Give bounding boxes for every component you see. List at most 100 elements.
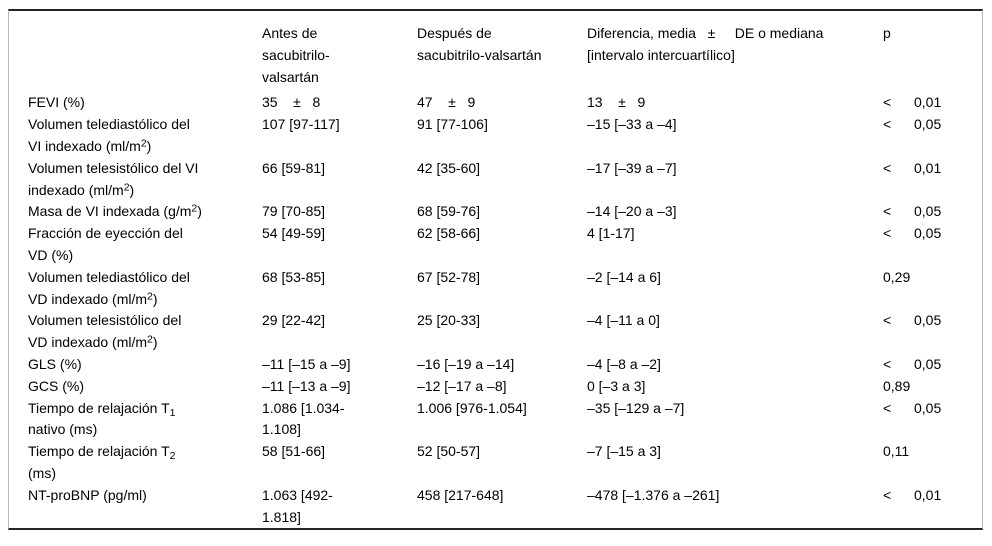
p-value-cell: <0,05 [883, 201, 982, 223]
col-header-before: Antes de sacubitrilo- valsartán [262, 25, 330, 85]
p-value: 0,01 [914, 159, 942, 176]
p-value-cell: <0,05 [883, 310, 982, 354]
p-value: 0,01 [914, 486, 942, 503]
table-row: Masa de VI indexada (g/m2) 79 [70-85] 68… [9, 201, 982, 223]
table-row: Volumen telediastólico del VD indexado (… [9, 267, 982, 311]
before-value: 1.086 [1.034- 1.108] [262, 399, 345, 438]
row-label: Volumen telediastólico del VI indexado (… [28, 116, 190, 154]
difference-value: –2 [–14 a 6] [587, 268, 661, 285]
p-value-cell: <0,01 [883, 158, 982, 202]
p-value-cell: <0,05 [883, 398, 982, 442]
table-row: Tiempo de relajación T1 nativo (ms) 1.08… [9, 398, 982, 442]
after-value: –16 [–19 a –14] [417, 355, 515, 372]
difference-value: –15 [–33 a –4] [587, 116, 677, 133]
after-value: 62 [58-66] [417, 225, 481, 242]
p-value: 0,01 [914, 94, 942, 111]
difference-value: –14 [–20 a –3] [587, 203, 677, 220]
row-label: Masa de VI indexada (g/m2) [28, 202, 202, 220]
p-value: 0,05 [914, 116, 942, 133]
p-value-cell: <0,05 [883, 223, 982, 267]
p-less-than-sign: < [883, 116, 892, 133]
row-label: GCS (%) [28, 377, 84, 394]
p-value-cell: 0,89 [883, 376, 982, 398]
difference-value: –17 [–39 a –7] [587, 159, 677, 176]
difference-value: –4 [–8 a –2] [587, 355, 661, 372]
p-value-cell: 0,29 [883, 267, 982, 311]
p-less-than-sign: < [883, 159, 892, 176]
p-value-cell: <0,01 [883, 485, 982, 529]
before-value: 58 [51-66] [262, 443, 326, 460]
after-value: 47 ± 9 [417, 94, 476, 111]
row-label: Volumen telediastólico del VD indexado (… [28, 268, 190, 307]
before-value: 107 [97-117] [262, 116, 340, 133]
p-value-cell: <0,01 [883, 92, 982, 114]
p-less-than-sign: < [883, 355, 892, 372]
col-header-p: p [883, 25, 891, 41]
after-value: 67 [52-78] [417, 268, 481, 285]
after-value: 42 [35-60] [417, 159, 481, 176]
after-value: 52 [50-57] [417, 443, 481, 460]
p-value: 0,05 [914, 225, 942, 242]
difference-value: –7 [–15 a 3] [587, 443, 661, 460]
header-row: Antes de sacubitrilo- valsartán Después … [9, 11, 982, 92]
col-header-difference: Diferencia, media ± DE o mediana [interv… [587, 25, 824, 63]
p-value: 0,05 [914, 355, 942, 372]
p-less-than-sign: < [883, 225, 892, 242]
before-value: 35 ± 8 [262, 94, 321, 111]
p-less-than-sign: < [883, 203, 892, 220]
row-label: Volumen telesistólico del VI indexado (m… [28, 159, 199, 198]
row-label: NT-proBNP (pg/ml) [28, 486, 147, 503]
row-label: Tiempo de relajación T2 (ms) [28, 443, 176, 481]
difference-value: –4 [–11 a 0] [587, 312, 660, 329]
table-row: GLS (%) –11 [–15 a –9] –16 [–19 a –14] –… [9, 354, 982, 376]
before-value: 29 [22-42] [262, 312, 326, 329]
p-less-than-sign: < [883, 486, 892, 503]
row-label: GLS (%) [28, 355, 82, 372]
row-label: Fracción de eyección del VD (%) [28, 225, 183, 263]
table-row: Fracción de eyección del VD (%) 54 [49-5… [9, 223, 982, 267]
after-value: 91 [77-106] [417, 116, 488, 133]
difference-value: 4 [1-17] [587, 225, 635, 242]
row-label: FEVI (%) [28, 94, 85, 111]
p-value: 0,29 [883, 268, 911, 285]
before-value: 1.063 [492- 1.818] [262, 486, 333, 525]
p-less-than-sign: < [883, 94, 892, 111]
p-value: 0,11 [883, 443, 910, 460]
before-value: –11 [–13 a –9] [262, 377, 351, 394]
difference-value: –35 [–129 a –7] [587, 399, 685, 416]
p-value: 0,05 [914, 203, 942, 220]
col-header-parameter [9, 11, 262, 92]
table-row: Volumen telesistólico del VD indexado (m… [9, 310, 982, 354]
p-value: 0,89 [883, 377, 911, 394]
after-value: –12 [–17 a –8] [417, 377, 507, 394]
p-value-cell: <0,05 [883, 354, 982, 376]
before-value: 54 [49-59] [262, 225, 326, 242]
p-value-cell: <0,05 [883, 114, 982, 158]
table-row: Tiempo de relajación T2 (ms) 58 [51-66] … [9, 441, 982, 485]
p-less-than-sign: < [883, 312, 892, 329]
table-row: NT-proBNP (pg/ml) 1.063 [492- 1.818] 458… [9, 485, 982, 529]
p-value: 0,05 [914, 312, 942, 329]
after-value: 1.006 [976-1.054] [417, 399, 527, 416]
p-value-cell: 0,11 [883, 441, 982, 485]
p-less-than-sign: < [883, 399, 892, 416]
table-row: Volumen telediastólico del VI indexado (… [9, 114, 982, 158]
before-value: 68 [53-85] [262, 268, 326, 285]
row-label: Tiempo de relajación T1 nativo (ms) [28, 399, 176, 438]
col-header-after: Después de sacubitrilo-valsartán [417, 25, 542, 63]
table-row: Volumen telesistólico del VI indexado (m… [9, 158, 982, 202]
table-row: FEVI (%) 35 ± 8 47 ± 9 13 ± 9 <0,01 [9, 92, 982, 114]
row-label: Volumen telesistólico del VD indexado (m… [28, 312, 182, 351]
before-value: –11 [–15 a –9] [262, 355, 351, 372]
difference-value: –478 [–1.376 a –261] [587, 486, 720, 503]
difference-value: 0 [–3 a 3] [587, 377, 646, 394]
results-table-container: Antes de sacubitrilo- valsartán Después … [8, 9, 983, 531]
before-value: 79 [70-85] [262, 203, 326, 220]
before-value: 66 [59-81] [262, 159, 326, 176]
after-value: 68 [59-76] [417, 203, 481, 220]
after-value: 458 [217-648] [417, 486, 504, 503]
table-row: GCS (%) –11 [–13 a –9] –12 [–17 a –8] 0 … [9, 376, 982, 398]
p-value: 0,05 [914, 399, 942, 416]
results-table: Antes de sacubitrilo- valsartán Después … [9, 11, 982, 528]
difference-value: 13 ± 9 [587, 94, 646, 111]
